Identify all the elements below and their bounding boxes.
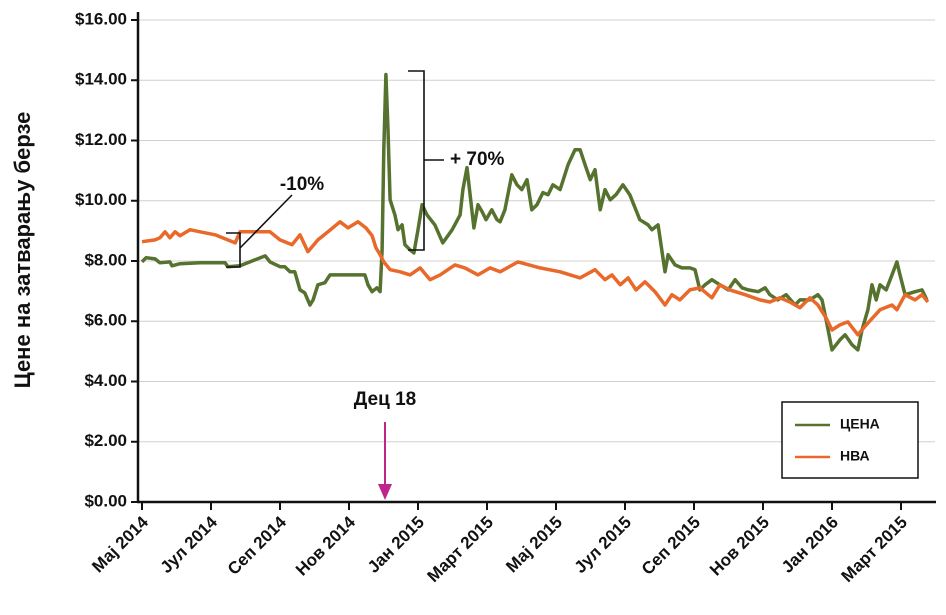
legend-box — [781, 401, 919, 479]
bracket — [226, 232, 241, 268]
lines — [140, 72, 930, 352]
x-tick-label: Сеп 2014 — [224, 512, 291, 579]
x-tick-label: Нов 2015 — [706, 513, 773, 580]
axes: $0.00 $2.00 $4.00 $6.00 $8.00 $10.00 $12.00 $14… — [75, 9, 936, 586]
legend: ЦЕНА НВА — [781, 401, 919, 479]
x-tick-label: Нов 2014 — [292, 512, 359, 579]
y-tick-label: $8.00 — [84, 250, 127, 269]
arrow-head — [378, 484, 392, 500]
y-tick-label: $10.00 — [75, 190, 127, 209]
leader — [239, 194, 293, 249]
x-tick-label: Сеп 2015 — [638, 513, 704, 579]
series-line — [140, 72, 929, 352]
y-tick-label: $6.00 — [84, 311, 127, 330]
bracket — [408, 70, 425, 251]
y-axis-label: Цене на затварању берзе — [10, 112, 35, 389]
annotation: -10% — [280, 174, 324, 195]
y-tick-label: $0.00 — [84, 491, 127, 510]
y-tick-label: $12.00 — [75, 130, 127, 149]
annotation-shapes — [226, 70, 444, 268]
x-tick-label: Мај 2014 — [88, 512, 152, 576]
annotation: + 70% — [450, 149, 505, 170]
legend-label: НВА — [840, 448, 870, 464]
y-tick-label: $16.00 — [75, 9, 127, 28]
x-tick-label: Јан 2016 — [778, 513, 842, 577]
y-tick-label: $14.00 — [75, 70, 127, 89]
x-tick-label: Јул 2015 — [571, 513, 635, 577]
y-tick-label: $4.00 — [84, 371, 127, 390]
annotation: Дец 18 — [354, 389, 416, 410]
x-tick-label: Јул 2014 — [157, 512, 222, 577]
x-tick-label: Март 2015 — [838, 513, 911, 586]
x-tick-label: Март 2015 — [424, 513, 497, 586]
y-tick-label: $2.00 — [84, 431, 127, 450]
legend-label: ЦЕНА — [840, 416, 880, 432]
x-tick-label: Мај 2015 — [502, 513, 566, 577]
x-tick-label: Јан 2015 — [364, 513, 428, 577]
series-line — [141, 220, 930, 337]
